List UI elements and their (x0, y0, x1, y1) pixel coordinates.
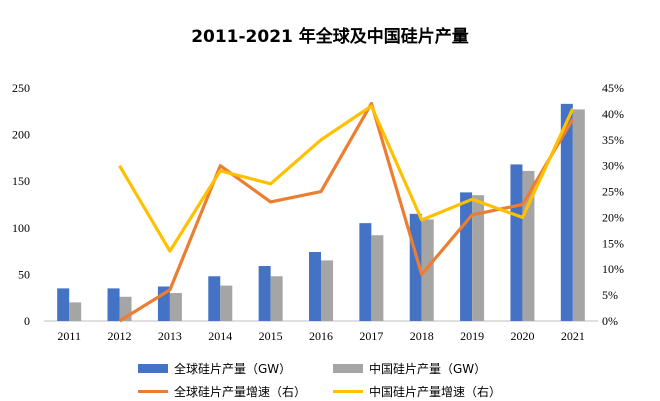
x-tick-label: 2021 (561, 329, 585, 343)
y-right-tick-label: 15% (602, 236, 624, 250)
line-china-growth (118, 104, 575, 253)
x-tick-label: 2019 (460, 329, 484, 343)
chart-title: 2011-2021 年全球及中国硅片产量 (191, 27, 469, 47)
bar-china-output (220, 285, 233, 321)
bar-china-output (472, 195, 485, 321)
bar-china-output (321, 260, 333, 321)
y-left-tick-label: 50 (18, 267, 30, 281)
x-tick-label: 2013 (158, 329, 182, 343)
bar-china-output (69, 302, 82, 321)
bar-global-output (359, 223, 372, 321)
x-tick-label: 2016 (309, 329, 333, 343)
y-left-tick-label: 200 (12, 128, 30, 142)
y-left-tick-label: 250 (12, 81, 30, 95)
y-right-tick-label: 30% (602, 159, 624, 173)
y-left-tick-label: 0 (24, 314, 30, 328)
bar-global-output (258, 266, 271, 321)
y-right-tick-label: 40% (602, 107, 624, 121)
x-tick-label: 2012 (108, 329, 132, 343)
bar-global-output (460, 192, 473, 321)
y-right-tick-label: 45% (602, 81, 624, 95)
bar-china-output (421, 219, 434, 321)
bar-global-output (57, 288, 70, 321)
y-right-tick-label: 20% (602, 210, 624, 224)
bar-china-output (270, 276, 283, 321)
bar-global-output (107, 288, 120, 321)
y-left-tick-label: 150 (12, 174, 30, 188)
bar-global-output (309, 252, 321, 321)
y-right-tick-label: 0% (602, 314, 618, 328)
bar-global-output (560, 103, 573, 322)
x-tick-label: 2018 (410, 329, 434, 343)
bar-global-output (208, 276, 221, 321)
y-left-tick-label: 100 (12, 221, 30, 235)
x-tick-label: 2020 (510, 329, 534, 343)
y-right-tick-label: 35% (602, 133, 624, 147)
x-tick-label: 2014 (208, 329, 232, 343)
y-right-tick-label: 10% (602, 262, 624, 276)
bar-china-output (169, 293, 182, 321)
bar-china-output (371, 235, 384, 321)
bar-global-output (510, 164, 523, 321)
x-tick-label: 2015 (259, 329, 283, 343)
x-tick-label: 2011 (57, 329, 81, 343)
y-right-tick-label: 25% (602, 185, 624, 199)
bar-china-output (572, 109, 585, 321)
x-tick-label: 2017 (359, 329, 383, 343)
y-right-tick-label: 5% (602, 288, 618, 302)
